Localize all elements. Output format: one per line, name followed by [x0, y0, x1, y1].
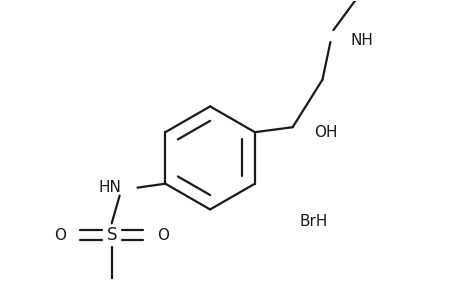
- Text: HN: HN: [99, 180, 121, 195]
- Text: O: O: [54, 228, 66, 243]
- Text: OH: OH: [314, 125, 337, 140]
- Text: BrH: BrH: [299, 214, 327, 229]
- Text: NH: NH: [350, 32, 372, 47]
- Text: O: O: [157, 228, 169, 243]
- Text: S: S: [106, 226, 117, 244]
